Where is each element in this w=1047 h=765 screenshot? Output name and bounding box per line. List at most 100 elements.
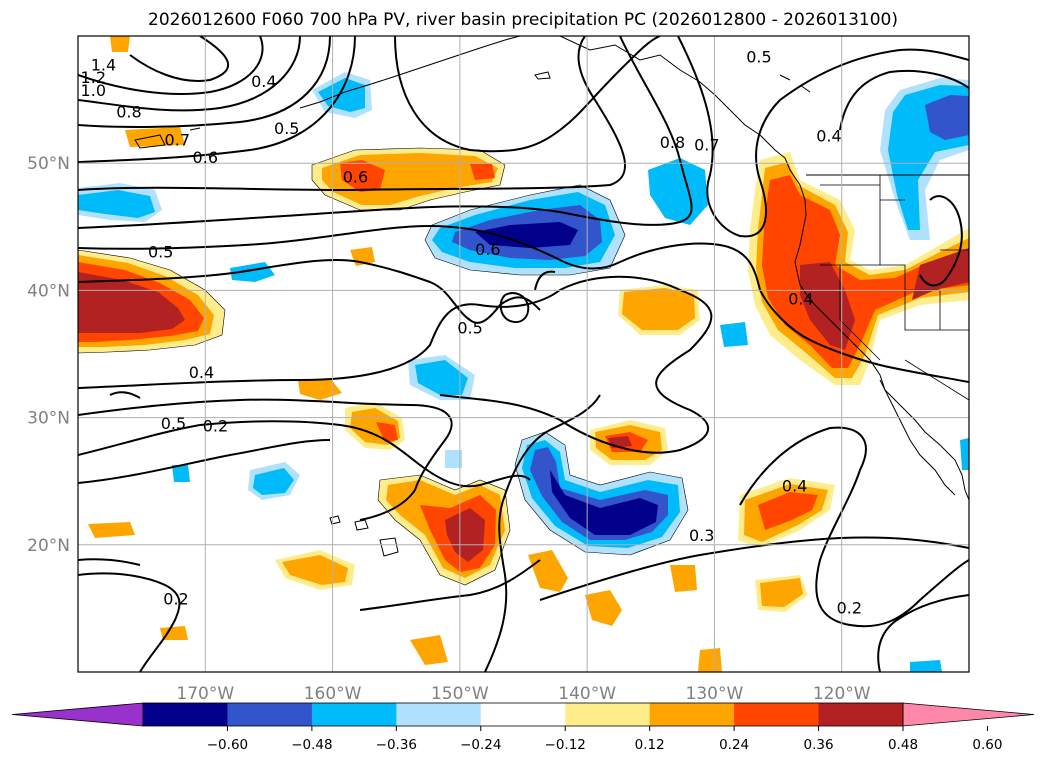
- anomaly-negative-northeast-corner: [880, 78, 969, 240]
- contour-line: [539, 536, 969, 601]
- contour-line: [78, 439, 331, 484]
- contour-line: [78, 558, 141, 566]
- contour-line: [78, 36, 627, 192]
- coastline-baja: [879, 379, 956, 496]
- contour-labels: 1.41.21.0 0.8 0.7 0.6 0.5 0.4 0.5 0.2 0.2 0.4 0.5 0…: [81, 48, 863, 618]
- contour-label: 0.3: [689, 526, 714, 545]
- lon-tick-label: 170°W: [176, 684, 234, 704]
- lon-tick-label: 120°W: [813, 684, 871, 704]
- contour-line: [677, 36, 969, 238]
- pv-contours: [78, 36, 969, 672]
- colorbar-tick-label: 0.60: [972, 737, 1002, 753]
- contour-line: [78, 572, 181, 672]
- colorbar-tick-label: −0.24: [460, 737, 501, 753]
- colorbar-segment: [734, 703, 820, 726]
- colorbar-extend-low: [11, 702, 144, 727]
- contour-label: 0.5: [148, 242, 173, 261]
- contour-label: 0.6: [475, 240, 500, 259]
- map-title: 2026012600 F060 700 hPa PV, river basin …: [148, 10, 898, 30]
- colorbar-frame: [142, 702, 904, 727]
- anomaly-negative-south: [515, 432, 688, 555]
- colorbar-segment: [311, 703, 397, 726]
- contour-line: [78, 420, 531, 488]
- contour-label: 0.5: [274, 119, 299, 138]
- lat-tick-label: 30°N: [27, 409, 70, 429]
- contour-label: 1.2: [81, 68, 106, 87]
- contour-label: 0.4: [189, 363, 214, 382]
- coastline-misc: [134, 71, 811, 149]
- contour-line: [78, 398, 453, 521]
- contour-label: 0.4: [816, 127, 841, 146]
- contour-label: 0.6: [193, 148, 218, 167]
- colorbar-tick-label: 0.48: [888, 737, 918, 753]
- contour-line: [78, 224, 969, 383]
- contour-label: 0.2: [837, 598, 862, 617]
- contour-line: [78, 36, 331, 128]
- contour-label: 0.7: [694, 135, 719, 154]
- contour-label: 0.4: [788, 289, 813, 308]
- contour-line: [484, 394, 601, 672]
- contour-label: 0.8: [116, 102, 141, 121]
- colorbar-segment: [818, 703, 904, 726]
- contour-line: [78, 36, 356, 163]
- thin-contour-outlines: [78, 147, 689, 586]
- contour-label: 0.2: [203, 417, 228, 436]
- contour-label: 0.5: [457, 319, 482, 338]
- colorbar-tick-label: 0.24: [719, 737, 749, 753]
- lon-tick-label: 160°W: [304, 684, 362, 704]
- contour-line: [534, 270, 556, 291]
- contour-label: 0.4: [782, 476, 807, 495]
- border-states: [820, 175, 969, 401]
- contour-label: 0.5: [161, 414, 186, 433]
- colorbar-tick-label: 0.12: [635, 737, 665, 753]
- colorbar-segment: [143, 703, 228, 726]
- contour-line: [109, 391, 141, 399]
- anomaly-positive-south-central: [378, 475, 510, 585]
- contour-label: 0.5: [746, 48, 771, 67]
- anomaly-negative-northeast: [648, 158, 708, 225]
- lon-tick-label: 130°W: [686, 684, 744, 704]
- colorbar-extend-high: [902, 702, 1035, 727]
- colorbar-tick-label: 0.36: [804, 737, 834, 753]
- contour-line: [78, 36, 301, 112]
- contour-line: [129, 36, 230, 82]
- contour-line: [78, 258, 541, 324]
- colorbar-segment: [396, 703, 482, 726]
- colorbar-tick-label: −0.36: [376, 737, 417, 753]
- colorbar-segment: [565, 703, 651, 726]
- contour-line: [739, 426, 969, 628]
- contour-label: 0.6: [343, 167, 368, 186]
- contour-line: [839, 69, 969, 131]
- colorbar-segment: [649, 703, 735, 726]
- map-frame: [77, 35, 970, 673]
- anomaly-negative-central: [425, 185, 625, 275]
- grid-lines: [78, 36, 969, 672]
- colorbar-tick-label: −0.48: [291, 737, 332, 753]
- coastline-north-america: [559, 36, 969, 501]
- contour-label: 1.0: [81, 81, 106, 100]
- contour-label: 0.8: [660, 133, 685, 152]
- contour-line: [78, 36, 693, 229]
- contour-label: 1.4: [91, 55, 116, 74]
- contour-line: [78, 36, 264, 95]
- lon-tick-label: 150°W: [431, 684, 489, 704]
- colorbar-tick-label: −0.12: [545, 737, 586, 753]
- lat-tick-label: 20°N: [27, 536, 70, 556]
- contour-line: [394, 36, 661, 153]
- axis-ticks: 170°W 160°W 150°W 140°W 130°W 120°W 50°N 40°N 30…: [27, 154, 871, 704]
- colorbar-tick-label: −0.60: [207, 737, 248, 753]
- map-area: 1.41.21.0 0.8 0.7 0.6 0.5 0.4 0.5 0.2 0.2 0.4 0.5 0…: [77, 35, 970, 673]
- anomaly-positive-west-coast: [748, 152, 969, 385]
- contour-line: [359, 559, 541, 611]
- anomaly-negative-west: [78, 183, 162, 222]
- colorbar-segment: [227, 703, 313, 726]
- coastlines-and-borders: [134, 36, 969, 557]
- lat-tick-label: 40°N: [27, 281, 70, 301]
- lat-tick-label: 50°N: [27, 154, 70, 174]
- lon-tick-label: 140°W: [558, 684, 616, 704]
- anomaly-small-features: [88, 36, 969, 672]
- colorbar-segment: [480, 703, 566, 726]
- anomaly-positive-west: [78, 250, 225, 353]
- contour-line: [499, 292, 530, 324]
